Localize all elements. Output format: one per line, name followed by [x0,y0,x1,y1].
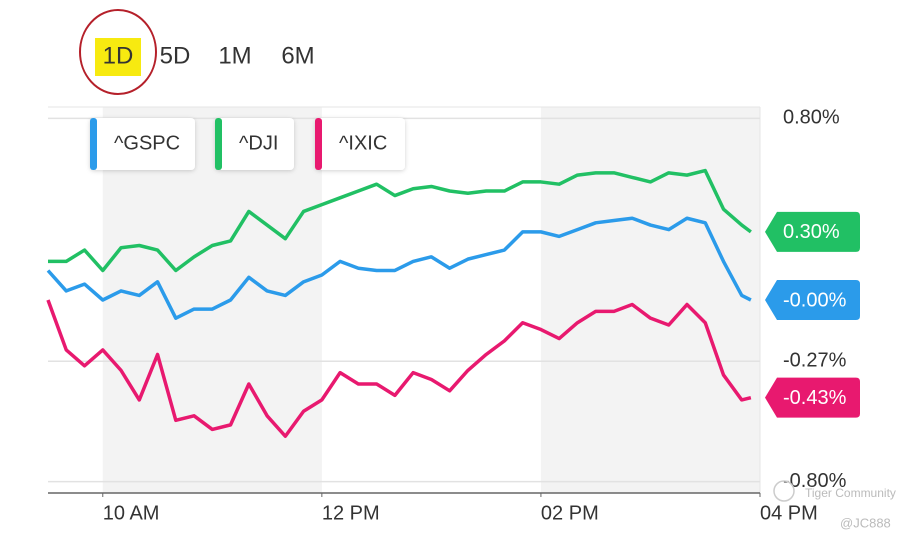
legend-swatch [215,118,222,170]
watermark-logo [773,480,795,502]
range-tab[interactable]: 1D [103,42,134,69]
value-badge [765,280,860,320]
legend-swatch [90,118,97,170]
x-tick-label: 10 AM [103,502,160,524]
series-line [46,216,752,320]
x-tick-label: 12 PM [322,502,380,524]
range-tab[interactable]: 6M [281,42,314,69]
legend-item[interactable] [215,118,294,170]
range-tab[interactable]: 1M [218,42,251,69]
value-label: -0.43% [783,387,847,409]
value-label: -0.00% [783,289,847,311]
legend-swatch [315,118,322,170]
value-badge [765,211,860,252]
legend-item[interactable] [315,118,405,170]
selected-tab-bg [95,38,141,76]
shaded-band [540,107,760,493]
value-badge [765,377,860,418]
legend-label[interactable]: ^GSPC [114,132,180,154]
x-tick-label: 02 PM [541,502,599,524]
value-label: 0.30% [783,221,840,243]
legend-label[interactable]: ^IXIC [339,132,387,154]
series-line [46,299,752,438]
legend-item[interactable] [90,118,195,170]
legend-label[interactable]: ^DJI [239,132,278,154]
watermark-brand: Tiger Community [805,486,896,500]
y-tick-label: -0.80% [783,470,847,492]
series-line [48,168,752,273]
watermark-handle: @JC888 [840,515,891,530]
y-tick-label: 0.80% [783,107,840,129]
range-tab[interactable]: 5D [160,42,191,69]
annotation-circle [79,9,157,95]
y-tick-label: -0.27% [783,350,847,372]
x-tick-label: 04 PM [760,502,818,524]
